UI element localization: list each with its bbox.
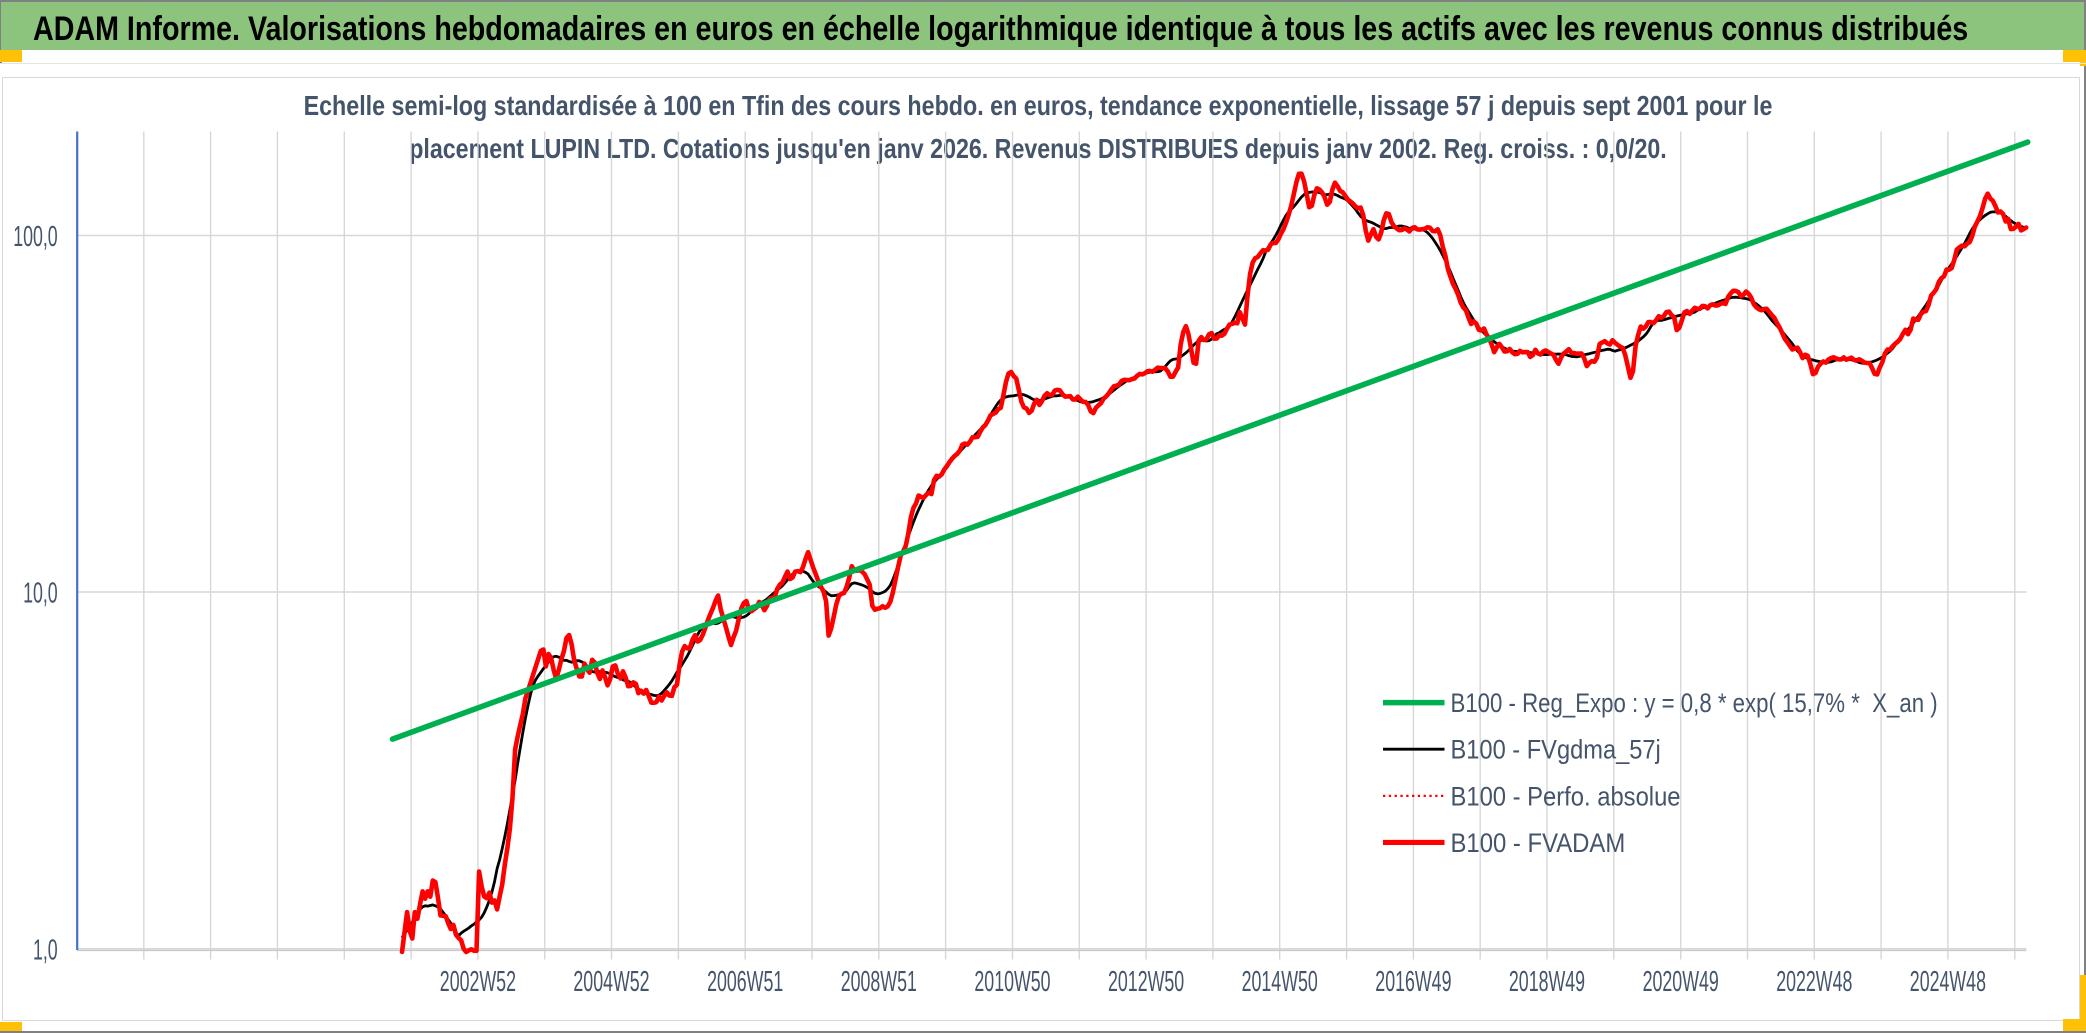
svg-text:2008W51: 2008W51: [841, 966, 917, 999]
svg-text:2016W49: 2016W49: [1375, 966, 1451, 999]
svg-text:10,0: 10,0: [23, 577, 58, 610]
svg-text:B100 - FVADAM: B100 - FVADAM: [1451, 829, 1626, 859]
svg-text:B100 - FVgdma_57j: B100 - FVgdma_57j: [1451, 735, 1661, 765]
svg-text:2006W51: 2006W51: [707, 966, 783, 999]
svg-text:2022W48: 2022W48: [1776, 966, 1852, 999]
svg-text:2002W52: 2002W52: [440, 966, 516, 999]
svg-text:2004W52: 2004W52: [573, 966, 649, 999]
svg-text:2020W49: 2020W49: [1643, 966, 1719, 999]
svg-text:B100 - Perfo. absolue: B100 - Perfo. absolue: [1451, 782, 1681, 812]
svg-text:1,0: 1,0: [33, 934, 58, 967]
svg-text:2024W48: 2024W48: [1910, 966, 1986, 999]
svg-text:100,0: 100,0: [13, 221, 57, 254]
svg-text:2014W50: 2014W50: [1242, 966, 1318, 999]
svg-text:2010W50: 2010W50: [974, 966, 1050, 999]
svg-text:B100 - Reg_Expo : y = 0,8 * ex: B100 - Reg_Expo : y = 0,8 * exp( 15,7% *…: [1451, 689, 1938, 718]
svg-text:2018W49: 2018W49: [1509, 966, 1585, 999]
svg-text:2012W50: 2012W50: [1108, 966, 1184, 999]
